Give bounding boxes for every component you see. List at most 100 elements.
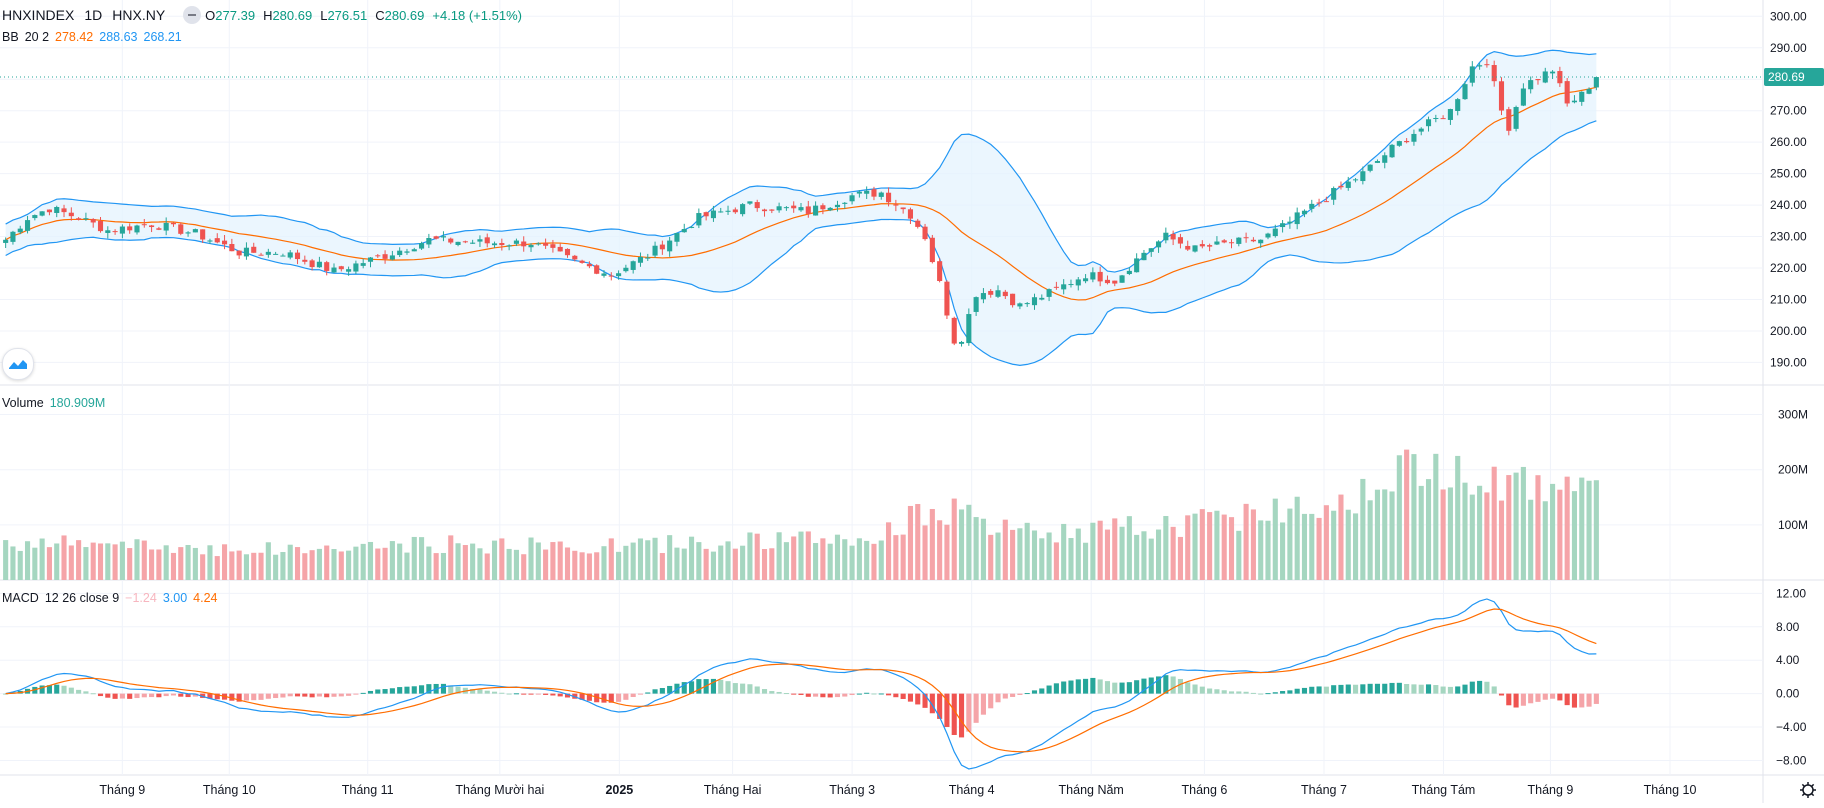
volume-bar bbox=[995, 532, 1001, 580]
volume-bar bbox=[141, 540, 147, 580]
volume-bar bbox=[426, 546, 432, 580]
volume-bar bbox=[1491, 466, 1497, 580]
volume-bar bbox=[1272, 498, 1278, 580]
volume-bar bbox=[397, 543, 403, 580]
candle-body bbox=[980, 293, 986, 300]
candle-body bbox=[1228, 242, 1235, 244]
candle-body bbox=[1389, 144, 1395, 158]
macd-histogram-bar bbox=[1345, 684, 1351, 694]
volume-bar bbox=[1440, 489, 1446, 580]
macd-histogram-bar bbox=[134, 693, 140, 699]
symbol-header: HNXINDEX 1D HNX.NY O 277.39 H 280.69 L 276.… bbox=[2, 6, 526, 24]
volume-bar bbox=[251, 552, 257, 580]
candle-body bbox=[915, 220, 921, 227]
candle-body bbox=[265, 251, 271, 255]
macd-histogram-bar bbox=[1024, 693, 1030, 695]
macd-histogram-bar bbox=[119, 693, 125, 699]
volume-bar bbox=[980, 518, 986, 580]
candle-body bbox=[528, 245, 534, 248]
volume-bar bbox=[637, 538, 644, 580]
volume-bar bbox=[535, 542, 541, 580]
macd-histogram-bar bbox=[1199, 686, 1205, 694]
macd-histogram-bar bbox=[1214, 689, 1220, 694]
volume-bar bbox=[411, 536, 417, 580]
candle-body bbox=[1068, 284, 1074, 286]
macd-histogram-bar bbox=[1112, 682, 1118, 694]
candle-body bbox=[856, 191, 862, 194]
candle-body bbox=[1477, 65, 1483, 67]
candle-body bbox=[1039, 297, 1045, 300]
macd-line-value: 3.00 bbox=[162, 591, 188, 605]
volume-bar bbox=[207, 545, 213, 580]
candle-body bbox=[367, 257, 374, 262]
macd-histogram-bar bbox=[1316, 686, 1322, 694]
macd-histogram-bar bbox=[725, 681, 731, 694]
candle-body bbox=[32, 215, 38, 219]
macd-legend[interactable]: MACD 12 26 close 9 −1.24 3.00 4.24 bbox=[2, 591, 218, 605]
candle-body bbox=[1192, 245, 1198, 252]
candle-body bbox=[827, 207, 833, 211]
price-candles[interactable] bbox=[3, 58, 1599, 347]
candle-body bbox=[1031, 297, 1038, 306]
macd-histogram-bar bbox=[105, 693, 111, 698]
candle-body bbox=[382, 254, 388, 259]
volume-bar bbox=[499, 538, 505, 580]
volume-bar bbox=[907, 505, 914, 580]
volume-bar bbox=[513, 549, 519, 580]
volume-bar bbox=[1557, 489, 1563, 580]
symbol-name[interactable]: HNXINDEX bbox=[2, 7, 75, 23]
macd-histogram-bar bbox=[1513, 693, 1519, 708]
macd-histogram-bar bbox=[805, 693, 811, 697]
macd-histogram-bar bbox=[214, 693, 220, 700]
macd-histogram-bar bbox=[623, 693, 629, 700]
macd-histogram-bar bbox=[966, 693, 972, 732]
volume-bar bbox=[83, 547, 89, 580]
interval-label[interactable]: 1D bbox=[84, 7, 103, 23]
candle-body bbox=[820, 205, 826, 210]
macd-histogram-bar bbox=[141, 693, 147, 698]
candle-body bbox=[1258, 239, 1264, 244]
candle-body bbox=[543, 243, 549, 246]
volume-bar bbox=[1374, 489, 1381, 580]
macd-histogram-bar bbox=[579, 693, 585, 700]
volume-bar bbox=[294, 547, 301, 580]
last-price-label: 280.69 bbox=[1768, 70, 1805, 84]
volume-bar bbox=[17, 550, 23, 580]
macd-histogram-bar bbox=[951, 693, 957, 735]
macd-histogram-bar bbox=[440, 683, 447, 694]
candle-body bbox=[1520, 88, 1526, 106]
volume-legend[interactable]: Volume 180.909M bbox=[2, 396, 105, 410]
macd-histogram-bar bbox=[1017, 693, 1023, 695]
bb-legend[interactable]: BB 20 2 278.42 288.63 268.21 bbox=[2, 30, 182, 44]
macd-histogram-bar bbox=[616, 693, 622, 702]
candle-body bbox=[740, 204, 746, 215]
macd-histogram-bar bbox=[39, 685, 45, 694]
candle-body bbox=[76, 218, 82, 220]
time-tick-label: Tháng 10 bbox=[203, 783, 256, 797]
volume-bar bbox=[163, 545, 169, 580]
candle-body bbox=[586, 264, 592, 267]
volume-bar bbox=[280, 552, 286, 580]
volume-bar bbox=[375, 548, 381, 580]
gear-icon[interactable] bbox=[1800, 782, 1816, 798]
volume-bar bbox=[608, 538, 614, 580]
candle-body bbox=[725, 210, 731, 212]
macd-histogram-bar bbox=[76, 689, 82, 694]
volume-bar bbox=[1338, 494, 1344, 580]
volume-bar bbox=[200, 554, 206, 580]
macd-histogram-bar bbox=[1155, 676, 1162, 694]
collapse-icon[interactable] bbox=[183, 6, 202, 24]
candle-body bbox=[1579, 91, 1585, 102]
volume-bar bbox=[1528, 499, 1534, 580]
candle-body bbox=[316, 261, 322, 268]
candle-body bbox=[112, 231, 118, 233]
volume-tick-label: 300M bbox=[1778, 408, 1808, 422]
volume-bar bbox=[273, 554, 279, 580]
volume-bar bbox=[324, 545, 330, 580]
macd-histogram-bar bbox=[594, 693, 600, 703]
macd-histogram-bar bbox=[338, 693, 344, 697]
tradingview-logo-icon[interactable] bbox=[2, 348, 34, 380]
macd-histogram-bar bbox=[192, 693, 198, 697]
